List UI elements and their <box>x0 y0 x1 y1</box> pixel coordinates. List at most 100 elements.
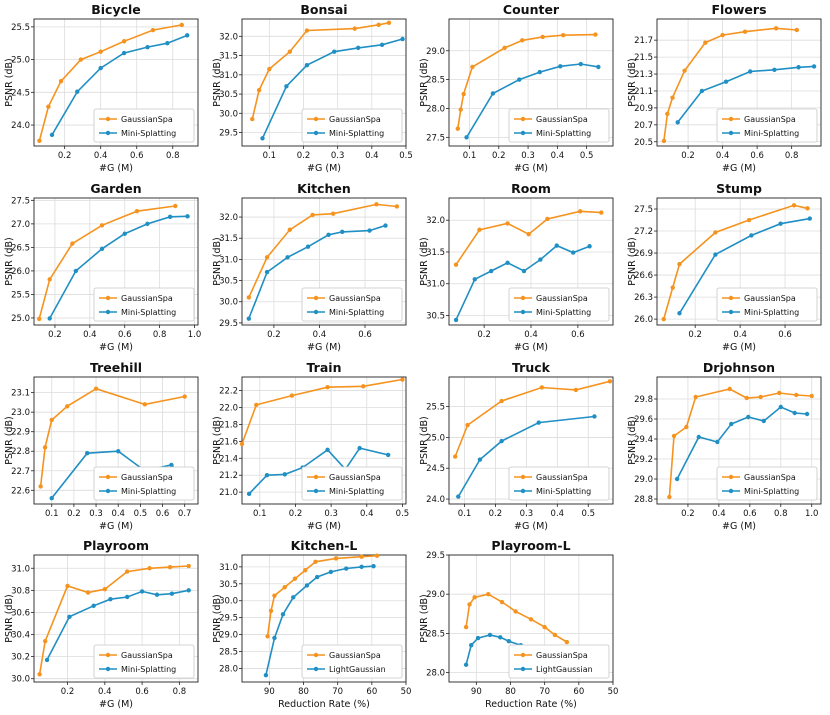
x-tick-label: 0.5 <box>395 509 409 519</box>
plot-frame <box>241 18 406 147</box>
y-tick-label: 21.3 <box>634 70 653 80</box>
legend-swatch-marker <box>313 295 318 300</box>
chart-kitchen: 0.2 0.4 0.6 29.5 30.0 30.5 31.0 31.5 32.0 Kitchen… <box>212 181 406 353</box>
data-point <box>121 39 127 44</box>
data-point <box>499 438 504 443</box>
x-tick-label: 0.6 <box>571 330 585 340</box>
legend-label: Mini-Splatting <box>744 487 799 496</box>
x-axis-label: #G (M) <box>99 521 133 532</box>
x-tick-label: 0.8 <box>153 330 167 340</box>
plot-frame <box>448 18 614 147</box>
data-point <box>108 597 113 602</box>
y-tick-label: 20.7 <box>634 121 653 131</box>
x-tick-label: 0.7 <box>178 509 192 519</box>
x-axis-label: Reduction Rate (%) <box>278 699 370 710</box>
y-tick-label: 25.5 <box>11 290 30 300</box>
y-tick-label: 27.0 <box>11 220 30 230</box>
legend-label: Mini-Splatting <box>744 308 799 317</box>
data-point <box>142 401 148 407</box>
x-tick-label: 0.2 <box>688 330 702 340</box>
data-point <box>42 639 48 644</box>
data-point <box>314 575 319 580</box>
data-point <box>37 672 42 677</box>
data-point <box>49 417 54 422</box>
x-tick-label: 1.0 <box>188 330 202 340</box>
data-point <box>528 617 534 622</box>
chart-flowers: 0.2 0.4 0.6 0.8 20.5 20.7 20.9 21.1 21.3 21.5 21.7… <box>627 2 821 174</box>
y-tick-label: 26.0 <box>634 315 653 325</box>
chart-title: Bonsai <box>300 2 347 17</box>
x-tick-label: 0.2 <box>681 151 695 161</box>
y-tick-label: 24.5 <box>426 464 445 474</box>
data-point <box>472 276 477 282</box>
x-tick-label: 0.5 <box>134 509 148 519</box>
y-tick-label: 28.0 <box>219 665 238 675</box>
chart-title: Train <box>306 360 341 375</box>
data-point <box>271 636 277 641</box>
legend-swatch-marker <box>728 130 733 136</box>
data-point <box>747 69 752 74</box>
chart-title: Kitchen-L <box>290 538 357 553</box>
data-point <box>487 633 493 638</box>
data-point <box>271 593 277 599</box>
series-line-mini-splatting <box>248 446 388 494</box>
plot-frame <box>33 197 199 326</box>
y-tick-label: 28.0 <box>426 669 445 679</box>
data-point <box>309 212 315 217</box>
y-axis-label: PSNR (dB) <box>212 58 223 106</box>
y-tick-label: 31.5 <box>219 52 238 62</box>
data-point <box>702 40 708 45</box>
y-tick-label: 30.0 <box>219 297 238 307</box>
data-point <box>520 38 525 43</box>
data-point <box>593 32 598 37</box>
data-point <box>264 269 269 275</box>
data-point <box>499 600 505 605</box>
y-axis-label: PSNR (dB) <box>4 237 15 285</box>
y-axis-label: PSNR (dB) <box>4 595 15 643</box>
legend-label: LightGaussian <box>536 665 593 674</box>
legend-label: Mini-Splatting <box>121 308 176 317</box>
data-point <box>727 386 732 391</box>
series-line-gaussianspa <box>38 204 176 319</box>
data-point <box>745 414 750 419</box>
data-point <box>49 132 55 138</box>
legend-swatch-marker <box>313 116 318 122</box>
data-point <box>366 228 372 233</box>
data-point <box>761 418 766 423</box>
data-point <box>469 643 474 648</box>
data-point <box>370 564 376 569</box>
data-point <box>552 633 558 638</box>
data-point <box>304 28 309 33</box>
y-tick-label: 25.5 <box>11 23 30 33</box>
data-point <box>712 252 718 257</box>
chart-kitchen-l: 90 80 70 60 50 28.0 28.5 29.0 29.5 30.0 30.5 31.0 Ki… <box>212 538 411 710</box>
chart-title: Counter <box>503 2 560 17</box>
data-point <box>184 33 190 38</box>
data-point <box>458 107 463 112</box>
data-point <box>266 66 272 72</box>
data-point <box>186 564 191 569</box>
x-tick-label: 0.6 <box>778 330 792 340</box>
y-tick-label: 30.5 <box>219 276 238 286</box>
legend-swatch-marker <box>728 309 733 314</box>
data-point <box>502 45 507 51</box>
y-axis-label: PSNR (dB) <box>419 237 430 285</box>
legend-swatch-marker <box>313 309 318 314</box>
y-tick-label: 28.5 <box>426 630 445 640</box>
data-point <box>795 65 801 70</box>
data-point <box>464 135 469 140</box>
legend-box <box>508 108 610 143</box>
data-point <box>249 116 254 122</box>
data-point <box>456 493 461 499</box>
data-point <box>777 221 783 226</box>
y-tick-label: 29.6 <box>634 415 653 425</box>
series-line-gaussianspa <box>251 22 389 120</box>
data-point <box>744 395 749 400</box>
plot-frame <box>656 18 821 147</box>
data-point <box>246 491 251 496</box>
series-line-gaussianspa <box>247 203 397 298</box>
x-tick-label: 0.3 <box>330 151 344 161</box>
legend-swatch-marker <box>520 653 526 658</box>
chart-bicycle: 0.2 0.4 0.6 0.8 24.0 24.5 25.0 25.5 Bicycle #G (M… <box>4 2 199 174</box>
data-point <box>699 88 704 94</box>
